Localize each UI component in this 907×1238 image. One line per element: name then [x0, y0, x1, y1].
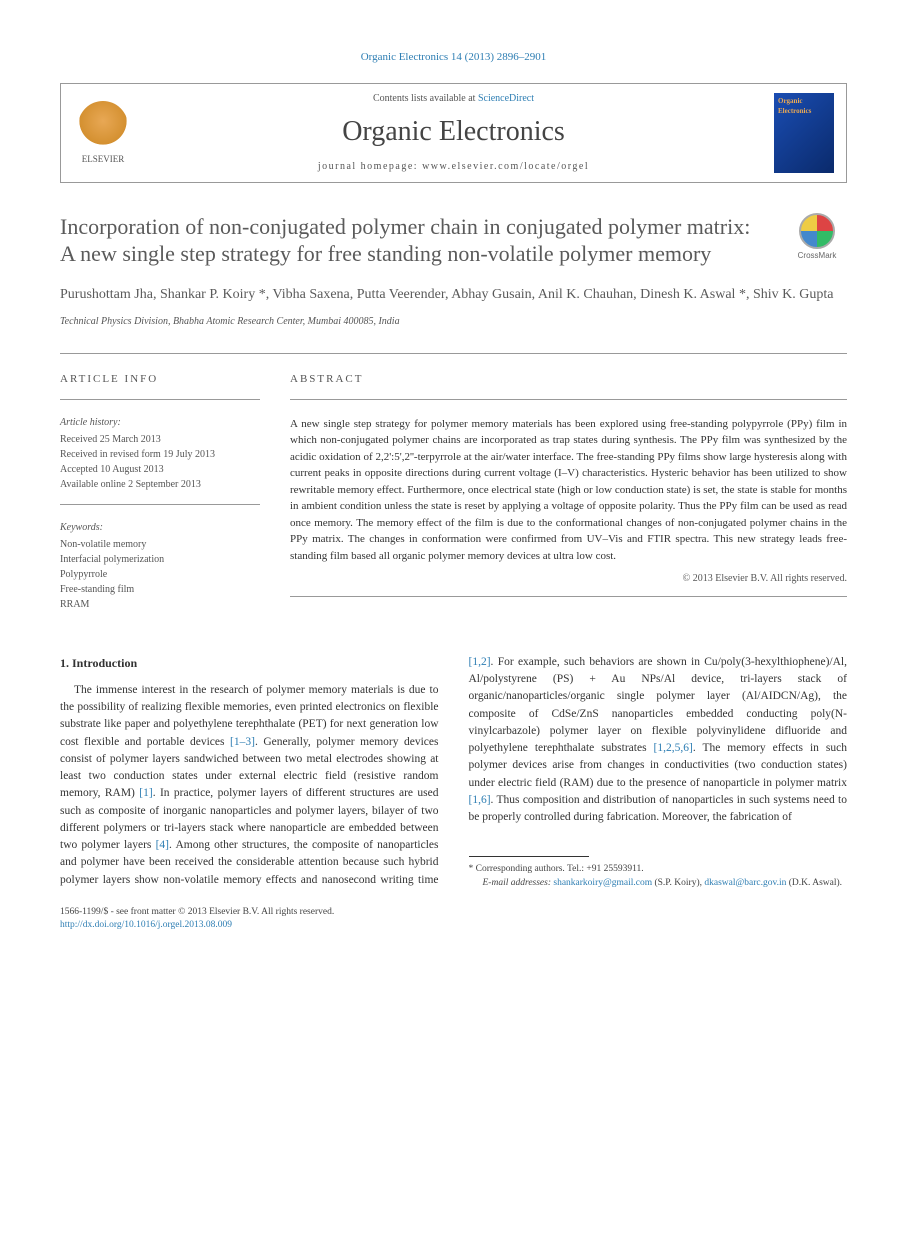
- cover-title: Organic Electronics: [778, 97, 830, 117]
- corresponding-author-footnote: * Corresponding authors. Tel.: +91 25593…: [469, 863, 848, 876]
- history-text: Received 25 March 2013 Received in revis…: [60, 432, 260, 492]
- journal-cover-thumbnail: Organic Electronics: [774, 93, 834, 173]
- crossmark-badge[interactable]: CrossMark: [787, 213, 847, 273]
- citation-link[interactable]: [1,2,5,6]: [654, 742, 693, 754]
- section-heading: 1. Introduction: [60, 654, 439, 672]
- crossmark-label: CrossMark: [798, 251, 837, 261]
- contents-prefix: Contents lists available at: [373, 93, 478, 104]
- journal-reference: Organic Electronics 14 (2013) 2896–2901: [60, 50, 847, 65]
- body-columns: 1. Introduction The immense interest in …: [60, 654, 847, 890]
- email-name: (D.K. Aswal).: [786, 878, 842, 888]
- email-label: E-mail addresses:: [483, 878, 554, 888]
- authors-list: Purushottam Jha, Shankar P. Koiry *, Vib…: [60, 284, 847, 305]
- citation-link[interactable]: [1,2]: [469, 656, 491, 668]
- sciencedirect-link[interactable]: ScienceDirect: [478, 93, 534, 104]
- affiliation: Technical Physics Division, Bhabha Atomi…: [60, 315, 847, 329]
- email-link[interactable]: shankarkoiry@gmail.com: [553, 878, 652, 888]
- elsevier-logo-text: ELSEVIER: [82, 153, 125, 166]
- abstract-text: A new single step strategy for polymer m…: [290, 416, 847, 565]
- keywords-text: Non-volatile memory Interfacial polymeri…: [60, 537, 260, 612]
- history-label: Article history:: [60, 416, 260, 430]
- keywords-label: Keywords:: [60, 521, 260, 535]
- abstract-heading: ABSTRACT: [290, 372, 847, 387]
- divider: [60, 504, 260, 505]
- homepage-line: journal homepage: www.elsevier.com/locat…: [133, 160, 774, 174]
- email-link[interactable]: dkaswal@barc.gov.in: [704, 878, 786, 888]
- citation-link[interactable]: [1–3]: [230, 736, 255, 748]
- abstract-copyright: © 2013 Elsevier B.V. All rights reserved…: [290, 572, 847, 586]
- article-info-heading: ARTICLE INFO: [60, 372, 260, 387]
- crossmark-icon: [799, 213, 835, 249]
- journal-name: Organic Electronics: [133, 112, 774, 151]
- homepage-prefix: journal homepage:: [318, 161, 422, 172]
- footnote-separator: [469, 856, 589, 857]
- email-footnote: E-mail addresses: shankarkoiry@gmail.com…: [469, 877, 848, 890]
- article-info-sidebar: ARTICLE INFO Article history: Received 2…: [60, 372, 260, 624]
- article-title: Incorporation of non-conjugated polymer …: [60, 213, 847, 268]
- divider: [60, 399, 260, 400]
- contents-line: Contents lists available at ScienceDirec…: [133, 92, 774, 106]
- journal-header: ELSEVIER Contents lists available at Sci…: [60, 83, 847, 182]
- citation-link[interactable]: [4]: [156, 839, 169, 851]
- body-paragraph: The immense interest in the research of …: [60, 654, 847, 890]
- body-text: . Thus composition and distribution of n…: [469, 794, 848, 823]
- elsevier-logo: ELSEVIER: [73, 98, 133, 168]
- title-text: Incorporation of non-conjugated polymer …: [60, 214, 750, 267]
- abstract-box: ABSTRACT A new single step strategy for …: [290, 372, 847, 624]
- footer-copyright: 1566-1199/$ - see front matter © 2013 El…: [60, 906, 847, 919]
- body-text: . For example, such behaviors are shown …: [469, 656, 848, 754]
- citation-link[interactable]: [1,6]: [469, 794, 491, 806]
- divider: [290, 399, 847, 400]
- homepage-url[interactable]: www.elsevier.com/locate/orgel: [422, 161, 589, 172]
- email-name: (S.P. Koiry),: [652, 878, 704, 888]
- citation-link[interactable]: [1]: [139, 787, 152, 799]
- footer-doi-link[interactable]: http://dx.doi.org/10.1016/j.orgel.2013.0…: [60, 919, 847, 932]
- elsevier-tree-icon: [78, 101, 128, 151]
- divider: [290, 596, 847, 597]
